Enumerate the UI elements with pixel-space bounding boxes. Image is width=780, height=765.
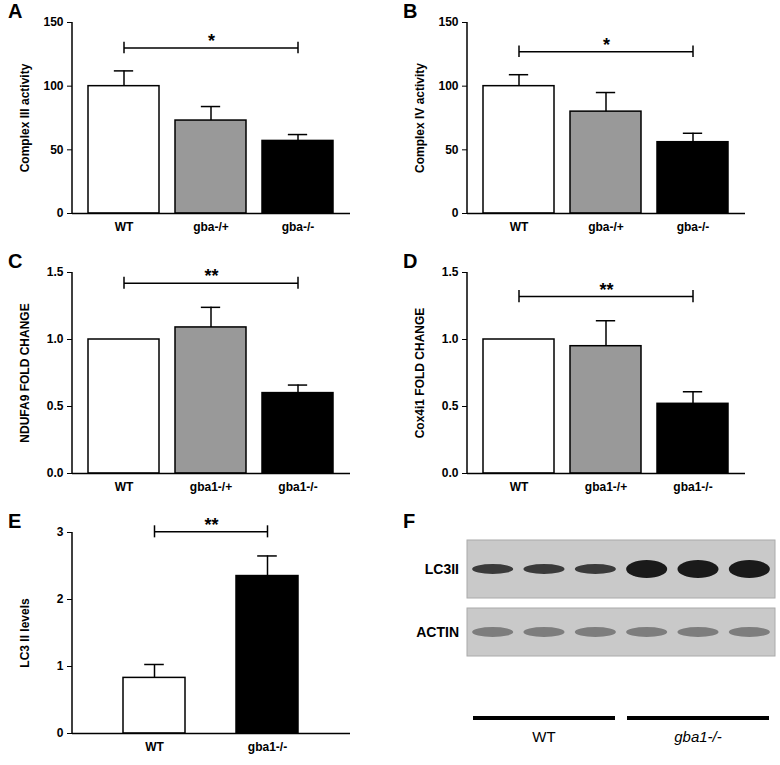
html-text:E: E (8, 510, 22, 532)
html-text:D: D (403, 250, 418, 272)
svg-text:3: 3 (57, 525, 64, 539)
svg-text:LC3II: LC3II (425, 561, 459, 577)
svg-text:gba1-/-: gba1-/- (278, 480, 317, 494)
svg-text:150: 150 (43, 15, 63, 29)
svg-text:WT: WT (510, 220, 529, 234)
svg-text:*: * (208, 31, 215, 51)
svg-text:ACTIN: ACTIN (416, 624, 459, 640)
svg-text:0.0: 0.0 (47, 466, 64, 480)
svg-text:50: 50 (445, 143, 459, 157)
svg-text:gba1-/-: gba1-/- (673, 480, 712, 494)
svg-text:100: 100 (43, 79, 63, 93)
svg-text:0.5: 0.5 (442, 399, 459, 413)
svg-text:50: 50 (50, 143, 64, 157)
svg-text:gba-/+: gba-/+ (588, 220, 624, 234)
svg-text:**: ** (204, 515, 218, 535)
svg-text:Cox4i1 FOLD CHANGE: Cox4i1 FOLD CHANGE (413, 308, 427, 439)
svg-text:*: * (603, 35, 610, 55)
svg-text:150: 150 (438, 15, 458, 29)
svg-text:0: 0 (452, 206, 459, 220)
svg-text:WT: WT (145, 740, 164, 754)
svg-text:0.5: 0.5 (47, 399, 64, 413)
svg-text:2: 2 (57, 592, 64, 606)
svg-text:**: ** (204, 266, 218, 286)
svg-text:1.0: 1.0 (47, 332, 64, 346)
svg-text:NDUFA9 FOLD CHANGE: NDUFA9 FOLD CHANGE (18, 303, 32, 442)
svg-text:0.0: 0.0 (442, 466, 459, 480)
svg-text:1: 1 (57, 659, 64, 673)
html-text:A: A (8, 0, 23, 22)
svg-text:WT: WT (115, 220, 134, 234)
svg-text:WT: WT (532, 728, 555, 745)
svg-text:Complex IV activity: Complex IV activity (413, 63, 427, 173)
svg-text:WT: WT (115, 480, 134, 494)
html-text:C: C (8, 250, 23, 272)
svg-text:LC3 II levels: LC3 II levels (18, 598, 32, 668)
svg-text:WT: WT (510, 480, 529, 494)
svg-text:1.5: 1.5 (47, 265, 64, 279)
svg-text:1.0: 1.0 (442, 332, 459, 346)
svg-text:gba-/-: gba-/- (677, 220, 710, 234)
svg-text:gba-/-: gba-/- (282, 220, 315, 234)
svg-text:100: 100 (438, 79, 458, 93)
svg-text:1.5: 1.5 (442, 265, 459, 279)
svg-text:gba-/+: gba-/+ (193, 220, 229, 234)
html-text:F: F (403, 510, 416, 532)
svg-text:0: 0 (57, 726, 64, 740)
svg-text:gba1-/-: gba1-/- (248, 740, 287, 754)
svg-text:gba1-/-: gba1-/- (674, 728, 722, 745)
svg-text:gba1-/+: gba1-/+ (190, 480, 232, 494)
svg-text:gba1-/+: gba1-/+ (585, 480, 627, 494)
html-text:B: B (403, 0, 418, 22)
svg-text:0: 0 (57, 206, 64, 220)
svg-text:**: ** (599, 280, 613, 300)
svg-text:Complex III activity: Complex III activity (18, 63, 32, 172)
